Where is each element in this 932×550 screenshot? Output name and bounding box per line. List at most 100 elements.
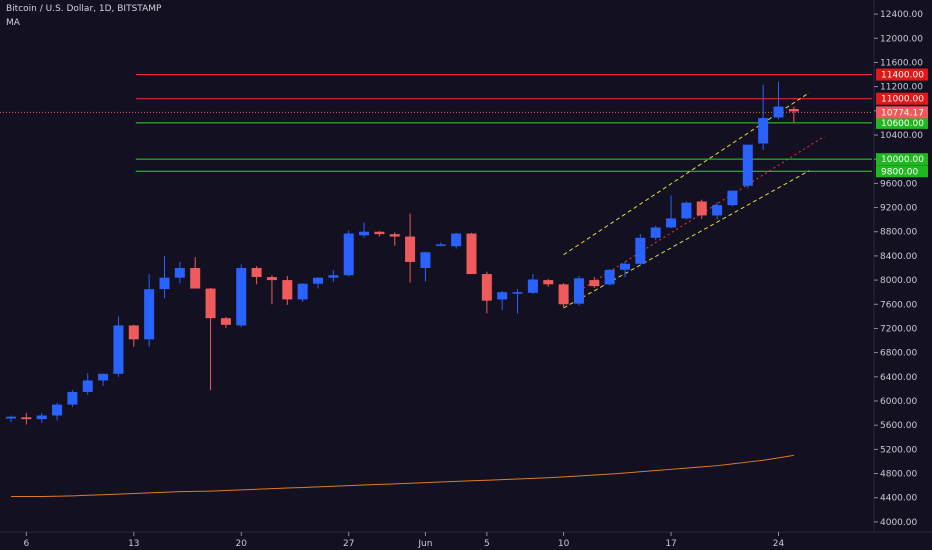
candle — [573, 275, 584, 306]
candle-body — [297, 283, 308, 300]
y-tick-label: 11600.00 — [880, 58, 923, 68]
x-tick-label: 10 — [558, 539, 570, 549]
candle-body — [328, 275, 339, 278]
candle — [727, 190, 738, 207]
candle — [681, 201, 692, 220]
candle-body — [251, 268, 262, 278]
candle-body — [313, 277, 323, 284]
candle — [589, 277, 600, 288]
candle-body — [113, 325, 124, 374]
candle — [696, 199, 707, 220]
y-tick-label: 7200.00 — [880, 324, 917, 334]
candle — [543, 278, 554, 287]
candle-body — [512, 292, 523, 294]
candle — [405, 213, 416, 283]
candle — [527, 274, 538, 294]
candle — [82, 373, 93, 395]
x-tick-label: 24 — [773, 539, 785, 549]
y-tick-label: 4800.00 — [880, 470, 917, 480]
support-level-badge — [876, 153, 928, 166]
x-tick-label: 27 — [343, 539, 354, 549]
candle — [144, 274, 155, 347]
candle — [67, 390, 78, 408]
candle-body — [620, 263, 630, 270]
candle-body — [481, 274, 492, 301]
candle-body — [635, 237, 646, 264]
candle-body — [220, 318, 231, 325]
candle-body — [742, 144, 753, 186]
indicator-label[interactable]: MA — [6, 18, 20, 28]
resistance-level-badge — [876, 68, 928, 81]
x-tick-label: 13 — [128, 539, 139, 549]
candle-body — [604, 269, 615, 285]
candle — [712, 202, 723, 220]
candle — [343, 230, 354, 277]
candle-body — [389, 234, 400, 237]
candle — [512, 289, 523, 314]
candle — [190, 257, 201, 289]
candle — [266, 275, 277, 305]
resistance-level-label: 11400.00 — [881, 71, 924, 81]
candle — [21, 413, 32, 425]
y-tick-label: 9200.00 — [880, 204, 917, 214]
y-tick-label: 12000.00 — [880, 34, 923, 44]
y-tick-label: 5200.00 — [880, 445, 917, 455]
candle — [297, 283, 308, 302]
candle-body — [266, 277, 277, 281]
candle-body — [558, 284, 569, 305]
candle-body — [666, 218, 677, 228]
candle — [420, 251, 431, 282]
candle — [36, 413, 47, 423]
candle-body — [159, 277, 170, 290]
y-tick-label: 4400.00 — [880, 494, 917, 504]
candle-body — [788, 109, 799, 112]
support-level-label: 9800.00 — [881, 167, 918, 177]
candle-body — [681, 202, 692, 219]
candle — [359, 222, 370, 238]
y-tick-label: 9600.00 — [880, 179, 917, 189]
candle — [481, 271, 492, 314]
candle — [497, 290, 508, 311]
candle-body — [67, 391, 78, 405]
channel-upper-line — [563, 92, 810, 256]
candle-body — [36, 415, 47, 420]
candle-body — [451, 233, 462, 247]
y-tick-label: 10400.00 — [880, 131, 923, 141]
candle-body — [236, 268, 247, 326]
y-tick-label: 8800.00 — [880, 228, 917, 238]
candle-body — [128, 325, 139, 340]
candle-body — [466, 233, 477, 275]
candle — [236, 264, 247, 328]
candle-body — [144, 289, 155, 340]
candle — [6, 415, 16, 423]
support-level-label: 10000.00 — [881, 155, 924, 165]
candle — [220, 316, 231, 328]
candle — [451, 232, 462, 249]
channel-lower-line — [563, 170, 810, 309]
candle — [389, 232, 400, 246]
candle — [666, 195, 677, 229]
x-tick-label: 17 — [665, 539, 676, 549]
candle-body — [727, 190, 738, 206]
candle — [205, 287, 216, 391]
candle-body — [6, 416, 16, 419]
support-level-badge — [876, 165, 928, 178]
chart-title: Bitcoin / U.S. Dollar, 1D, BITSTAMP — [6, 4, 162, 14]
candle-body — [405, 236, 416, 262]
candle — [773, 81, 784, 120]
candle-body — [527, 279, 538, 293]
y-tick-label: 7600.00 — [880, 300, 917, 310]
candle — [159, 255, 170, 299]
candle-body — [82, 380, 93, 392]
y-tick-label: 8400.00 — [880, 252, 917, 262]
candle — [374, 231, 385, 237]
y-tick-label: 6800.00 — [880, 349, 917, 359]
y-tick-label: 8000.00 — [880, 276, 917, 286]
candle — [282, 275, 293, 305]
candle-body — [543, 280, 554, 285]
candle-body — [98, 373, 109, 381]
candle-body — [712, 205, 723, 216]
y-tick-label: 6400.00 — [880, 373, 917, 383]
candle-body — [589, 280, 600, 287]
